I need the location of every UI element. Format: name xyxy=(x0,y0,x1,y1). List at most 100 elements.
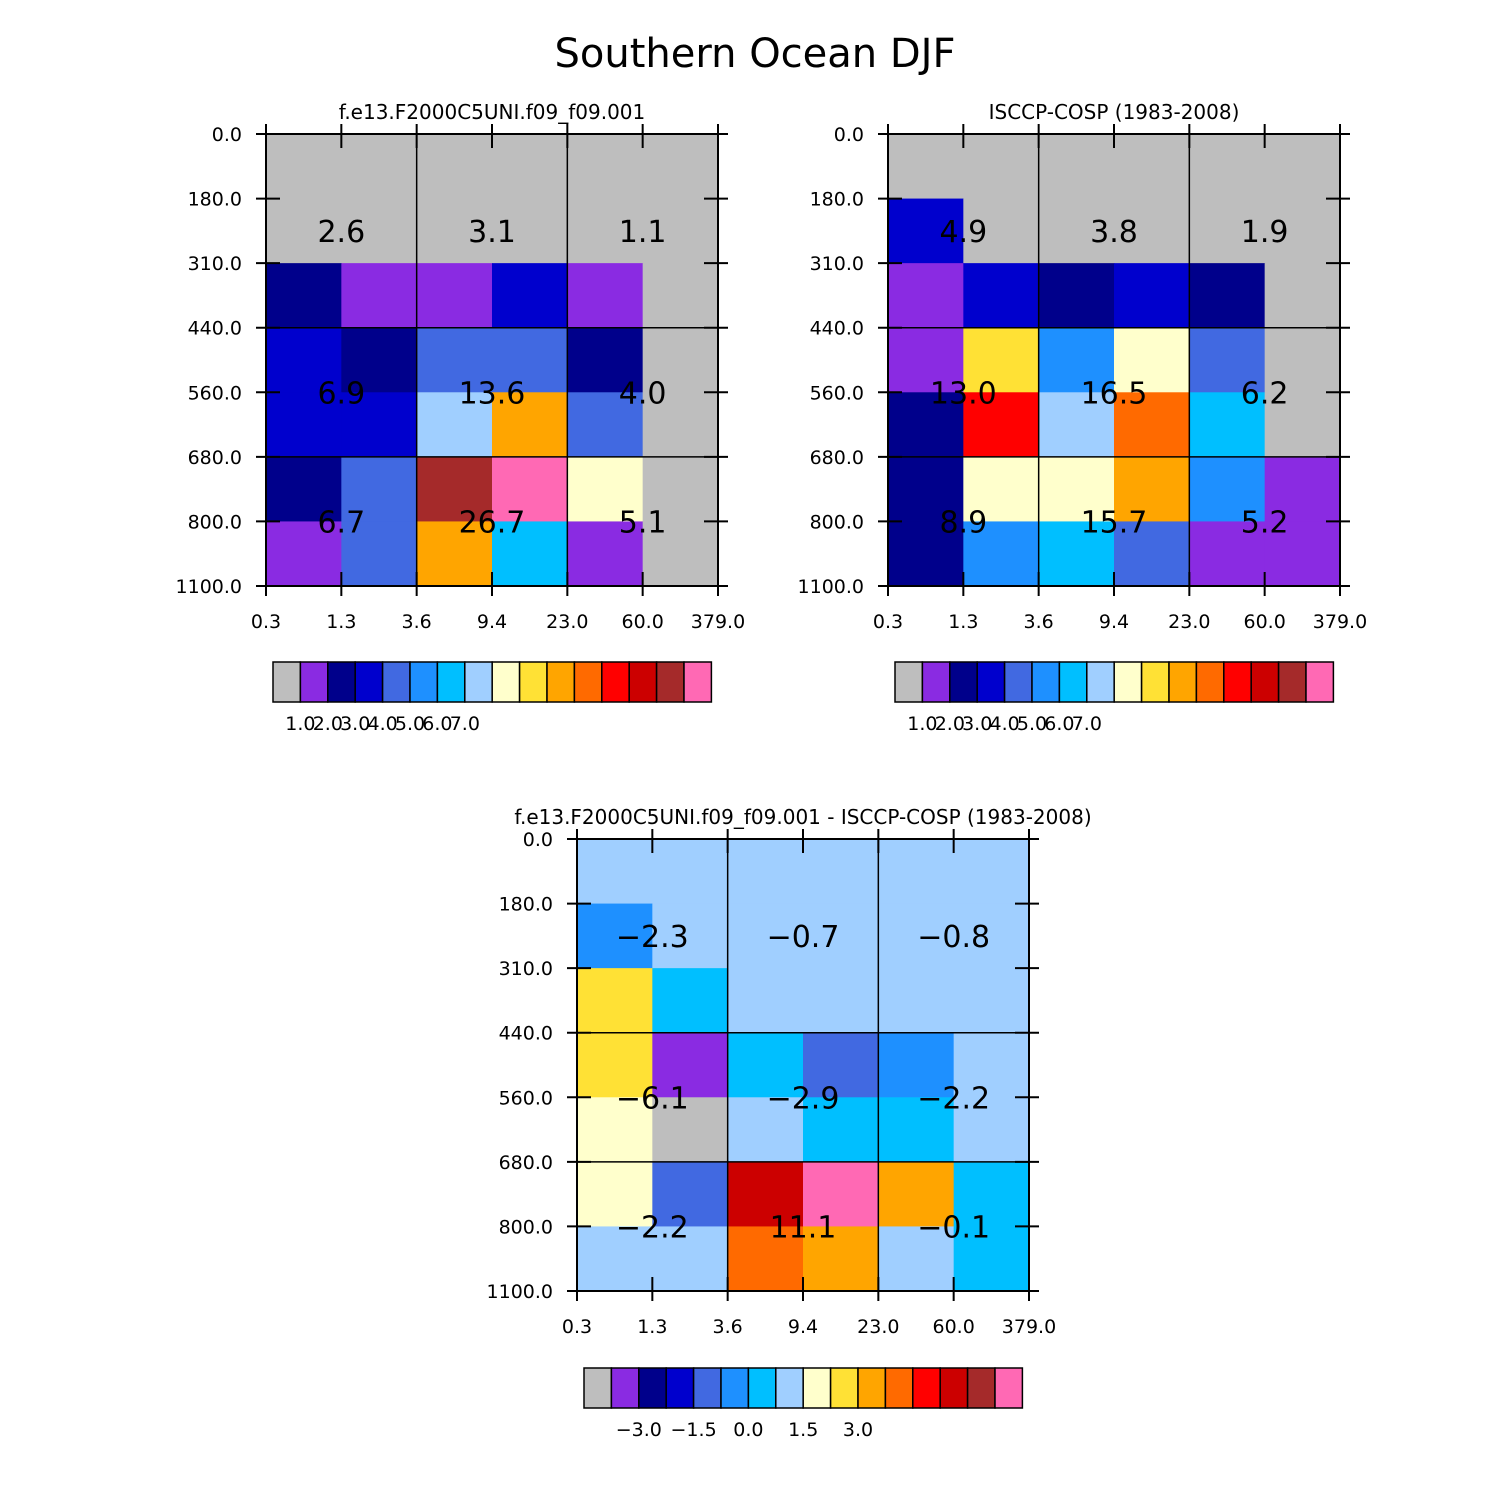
colorbar-swatch xyxy=(518,661,548,703)
panel-title: ISCCP-COSP (1983-2008) xyxy=(989,100,1240,124)
block-value-label: 11.1 xyxy=(770,1210,837,1245)
colorbar-label: −1.5 xyxy=(671,1419,717,1441)
x-tick-label: 9.4 xyxy=(1099,611,1129,633)
colorbar-swatch xyxy=(939,1367,969,1409)
block-value-label: 4.0 xyxy=(619,376,667,411)
heatmap-cell xyxy=(1114,134,1190,200)
heatmap-cell xyxy=(266,198,342,264)
heatmap-cell xyxy=(963,134,1040,200)
heatmap-cell xyxy=(492,198,568,264)
heatmap-cell xyxy=(341,456,418,522)
heatmap-cell xyxy=(953,968,1030,1034)
heatmap-cell xyxy=(888,456,964,522)
heatmap-cell xyxy=(1264,198,1341,264)
colorbar-swatch xyxy=(1140,661,1170,703)
heatmap-cell xyxy=(652,1161,729,1227)
x-tick-label: 23.0 xyxy=(1168,611,1210,633)
heatmap-cell xyxy=(266,263,342,329)
heatmap-cell xyxy=(1038,198,1115,264)
heatmap-cell xyxy=(803,839,879,905)
colorbar-label: 1.5 xyxy=(788,1419,818,1441)
heatmap-cell xyxy=(266,134,342,200)
panel-1: f.e13.F2000C5UNI.f09_f09.001 2.6 3.1 1.1 6.9… xyxy=(176,100,746,735)
heatmap-cell xyxy=(1189,392,1266,458)
heatmap-cell xyxy=(963,392,1040,458)
y-tick-label: 800.0 xyxy=(810,511,864,533)
heatmap-cell xyxy=(1264,521,1341,587)
heatmap-cell xyxy=(803,1097,879,1163)
colorbar-swatch xyxy=(1003,661,1033,703)
panel-3: f.e13.F2000C5UNI.f09_f09.001 - ISCCP-COS… xyxy=(487,805,1092,1441)
x-tick-label: 60.0 xyxy=(622,611,664,633)
colorbar-swatch xyxy=(1168,661,1198,703)
colorbar-swatch xyxy=(381,661,411,703)
heatmap-cell xyxy=(341,134,418,200)
colorbar-swatch xyxy=(966,1367,996,1409)
colorbar-swatch xyxy=(1031,661,1061,703)
heatmap-cell xyxy=(1114,198,1190,264)
block-value-label: 6.9 xyxy=(317,376,365,411)
colorbar-swatch xyxy=(665,1367,695,1409)
heatmap-cell xyxy=(727,1032,804,1098)
block-value-label: 6.7 xyxy=(317,505,365,540)
y-tick-label: 0.0 xyxy=(523,829,553,851)
block-value-label: 1.1 xyxy=(619,215,667,250)
block-value-label: −2.9 xyxy=(767,1081,840,1116)
colorbar-swatch xyxy=(327,661,356,703)
heatmap-cell xyxy=(1038,327,1115,393)
heatmap-cell xyxy=(652,903,729,969)
heatmap-cell xyxy=(577,968,653,1034)
heatmap-cell xyxy=(416,263,493,329)
x-tick-label: 9.4 xyxy=(477,611,507,633)
colorbar-swatch xyxy=(354,661,384,703)
heatmap-cell xyxy=(1038,521,1115,587)
heatmap-cell xyxy=(266,327,342,393)
heatmap-cell xyxy=(1264,263,1341,329)
colorbar-label: 6.0 xyxy=(422,713,452,735)
colorbar-swatch xyxy=(747,1367,777,1409)
colorbar-swatch xyxy=(1195,661,1225,703)
heatmap-cell xyxy=(963,263,1040,329)
heatmap-cell xyxy=(803,968,879,1034)
heatmap-cell xyxy=(878,968,955,1034)
y-tick-label: 560.0 xyxy=(499,1087,553,1109)
heatmap-cell xyxy=(416,392,493,458)
heatmap-cell xyxy=(878,1097,955,1163)
colorbar-label: 1.0 xyxy=(907,713,937,735)
x-tick-label: 3.6 xyxy=(713,1316,743,1338)
y-tick-label: 440.0 xyxy=(188,318,242,340)
heatmap-cell xyxy=(727,1161,804,1227)
heatmap-cell xyxy=(567,327,644,393)
heatmap-cell xyxy=(577,839,653,905)
colorbar-swatch xyxy=(638,1367,667,1409)
colorbar-swatch xyxy=(1058,661,1088,703)
y-tick-label: 560.0 xyxy=(810,382,864,404)
colorbar-label: 5.0 xyxy=(395,713,425,735)
colorbar-swatch xyxy=(921,661,951,703)
heatmap-cell xyxy=(567,198,644,264)
colorbar-swatch xyxy=(949,661,978,703)
block-value-label: 3.8 xyxy=(1090,215,1138,250)
heatmap-cell xyxy=(803,903,879,969)
x-tick-label: 0.3 xyxy=(251,611,281,633)
heatmap-cell xyxy=(642,392,719,458)
colorbar-label: 2.0 xyxy=(935,713,965,735)
heatmap-cell xyxy=(416,456,493,522)
colorbar-label: −3.0 xyxy=(616,1419,662,1441)
block-value-label: 6.2 xyxy=(1241,376,1289,411)
heatmap-cell xyxy=(1189,327,1266,393)
y-tick-label: 680.0 xyxy=(810,447,864,469)
x-tick-label: 9.4 xyxy=(788,1316,818,1338)
x-tick-label: 3.6 xyxy=(402,611,432,633)
heatmap-cell xyxy=(341,392,418,458)
heatmap-cell xyxy=(878,1161,955,1227)
block-value-label: −0.1 xyxy=(917,1210,990,1245)
block-value-label: −2.2 xyxy=(917,1081,990,1116)
y-tick-label: 680.0 xyxy=(188,447,242,469)
heatmap-cell xyxy=(878,1226,955,1292)
heatmap-cell xyxy=(878,1032,955,1098)
heatmap-cell xyxy=(642,263,719,329)
heatmap-cell xyxy=(652,1097,729,1163)
heatmap-cell xyxy=(1264,134,1341,200)
colorbar-swatch xyxy=(409,661,439,703)
